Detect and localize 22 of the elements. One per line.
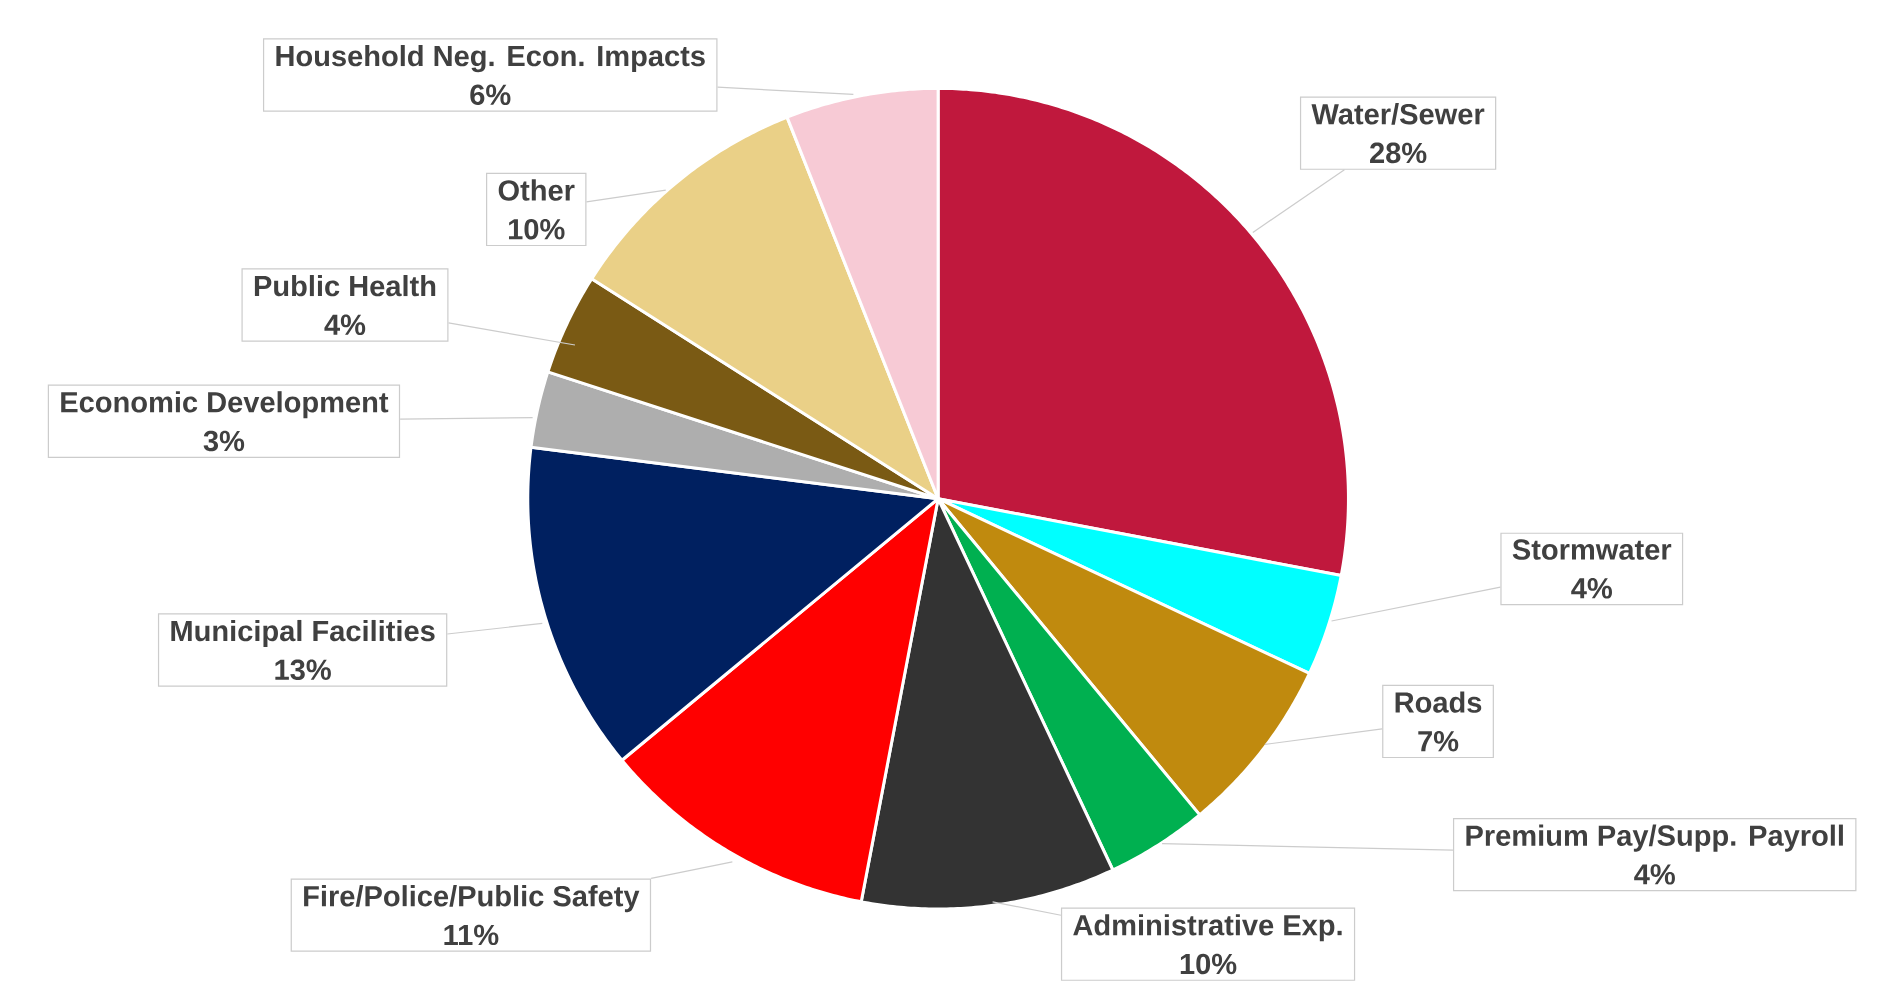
data-label: 10% bbox=[508, 219, 565, 240]
data-label: 4% bbox=[1634, 864, 1675, 885]
slice-label: Household Neg. Econ. Impacts bbox=[276, 45, 705, 73]
data-label: 10% bbox=[1180, 953, 1237, 975]
slice-label: Fire/Police/Public Safety bbox=[304, 885, 640, 913]
data-label: 7% bbox=[1418, 731, 1459, 752]
slice-label: Municipal Facilities bbox=[171, 620, 435, 648]
data-label: 4% bbox=[324, 314, 366, 336]
data-label: 11% bbox=[444, 924, 499, 946]
data-label: 13% bbox=[275, 659, 331, 681]
slice-label: Roads bbox=[1395, 691, 1482, 713]
data-label: 28% bbox=[1370, 142, 1427, 164]
slice-label: Premium Pay/Supp. Payroll bbox=[1466, 824, 1843, 852]
slice-label: Stormwater bbox=[1512, 539, 1672, 561]
slice-label: Economic Development bbox=[61, 391, 389, 419]
data-label: 3% bbox=[203, 430, 245, 452]
data-label: 4% bbox=[1571, 578, 1612, 599]
slice-label: Other bbox=[498, 179, 575, 201]
data-label: 6% bbox=[470, 84, 511, 106]
slice-label: Water/Sewer bbox=[1311, 103, 1485, 125]
slice-label: Administrative Exp. bbox=[1073, 914, 1342, 942]
slice-label: Public Health bbox=[254, 275, 436, 297]
